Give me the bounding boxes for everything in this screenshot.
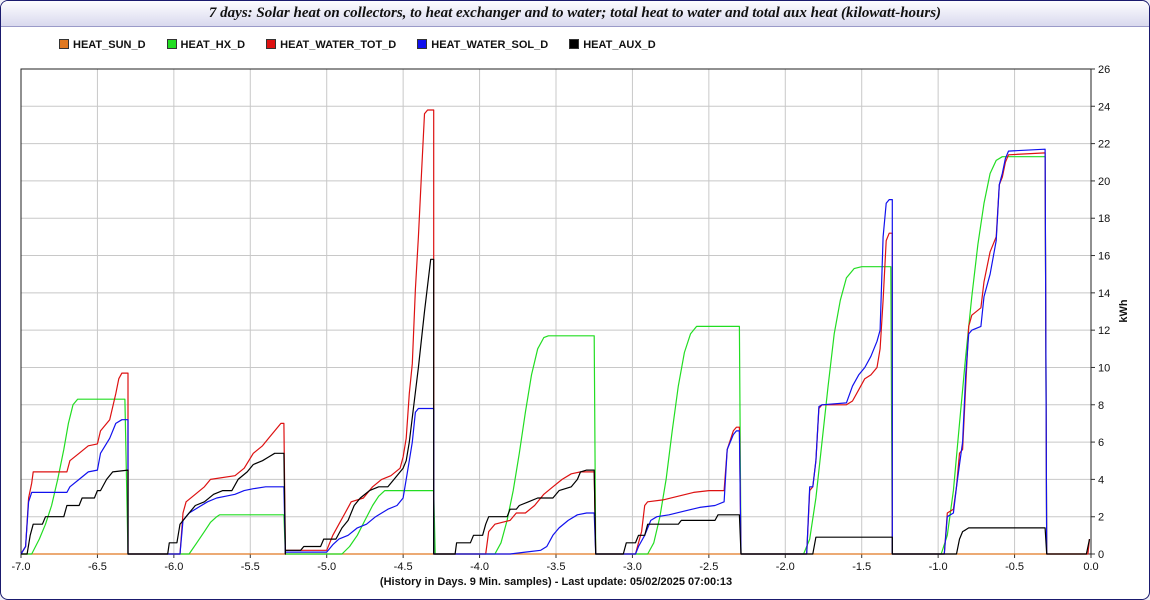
x-tick-label: -5.0 — [317, 561, 336, 573]
series-line-heat-aux-d — [21, 258, 1091, 555]
y-tick-label: 8 — [1098, 400, 1104, 412]
x-tick-label: -5.5 — [241, 561, 260, 573]
y-tick-label: 20 — [1098, 176, 1110, 188]
x-tick-label: -4.5 — [394, 561, 413, 573]
x-tick-label: -4.0 — [470, 561, 489, 573]
x-axis-label: (History in Days. 9 Min. samples) - Last… — [379, 576, 733, 588]
legend-swatch — [59, 39, 69, 49]
chart-title: 7 days: Solar heat on collectors, to hea… — [208, 5, 942, 21]
legend-swatch — [266, 39, 277, 49]
x-tick-label: -6.5 — [88, 561, 107, 573]
x-tick-label: -3.5 — [547, 561, 566, 573]
x-tick-label: -1.0 — [929, 561, 948, 573]
legend: HEAT_SUN_D HEAT_HX_D HEAT_WATER_TOT_D HEAT_… — [59, 39, 677, 51]
title-bar: 7 days: Solar heat on collectors, to hea… — [1, 1, 1149, 27]
legend-item: HEAT_AUX_D — [569, 39, 656, 51]
legend-swatch — [417, 39, 428, 49]
x-tick-label: -2.0 — [776, 561, 795, 573]
legend-item: HEAT_HX_D — [166, 39, 246, 51]
x-tick-label: -1.5 — [852, 561, 871, 573]
y-tick-label: 10 — [1098, 362, 1110, 374]
y-tick-label: 4 — [1098, 474, 1104, 486]
x-tick-label: -6.0 — [164, 561, 183, 573]
y-tick-label: 26 — [1098, 64, 1110, 76]
legend-label: HEAT_SUN_D — [73, 39, 146, 51]
x-tick-label: -2.5 — [699, 561, 718, 573]
legend-label: HEAT_WATER_SOL_D — [431, 39, 549, 51]
y-tick-label: 14 — [1098, 288, 1110, 300]
legend-label: HEAT_WATER_TOT_D — [280, 39, 397, 51]
y-tick-label: 22 — [1098, 139, 1110, 151]
y-tick-label: 6 — [1098, 437, 1104, 449]
legend-swatch — [569, 39, 580, 49]
legend-item: HEAT_WATER_TOT_D — [266, 39, 396, 51]
legend-swatch — [166, 39, 177, 49]
y-axis-label: kWh — [1118, 299, 1130, 323]
legend-item: HEAT_WATER_SOL_D — [417, 39, 548, 51]
x-tick-label: -0.5 — [1005, 561, 1024, 573]
y-tick-label: 16 — [1098, 251, 1110, 263]
legend-label: HEAT_AUX_D — [583, 39, 656, 51]
y-tick-label: 24 — [1098, 101, 1110, 113]
series-line-heat-water-sol-d — [20, 148, 1048, 555]
series-line-heat-water-tot-d — [20, 109, 1091, 555]
y-tick-label: 2 — [1098, 512, 1104, 524]
y-tick-label: 12 — [1098, 325, 1110, 337]
y-tick-label: 0 — [1098, 549, 1104, 561]
x-tick-label: -3.0 — [623, 561, 642, 573]
y-tick-label: 18 — [1098, 213, 1110, 225]
legend-label: HEAT_HX_D — [180, 39, 246, 51]
x-tick-label: -7.0 — [12, 561, 31, 573]
x-tick-label: 0.0 — [1083, 561, 1098, 573]
legend-item: HEAT_SUN_D — [59, 39, 146, 51]
